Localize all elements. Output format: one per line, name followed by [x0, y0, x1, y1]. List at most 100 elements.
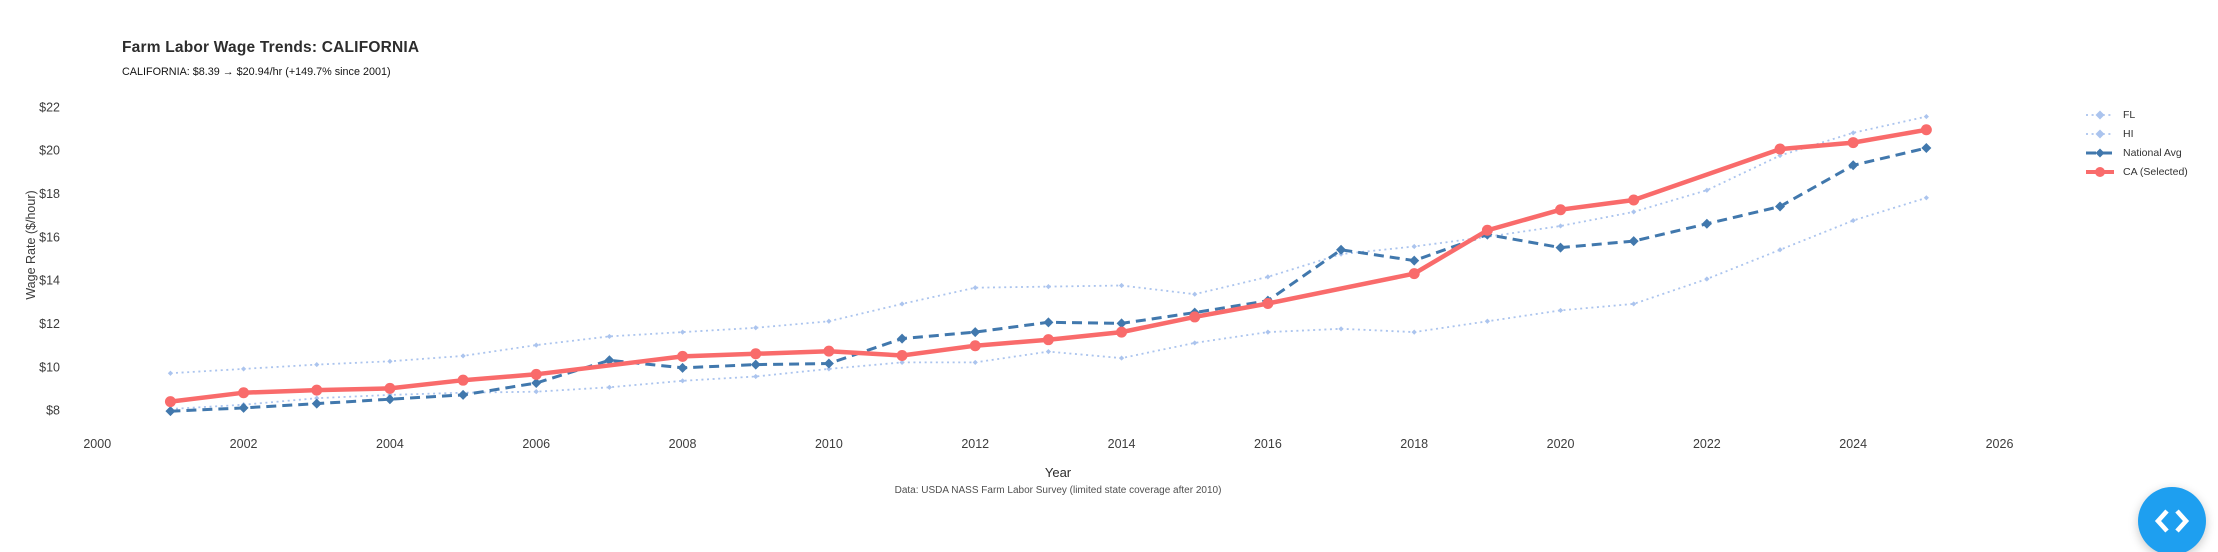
y-tick-label: $8: [46, 404, 60, 418]
data-point[interactable]: [1850, 130, 1856, 136]
data-point[interactable]: [238, 402, 249, 413]
data-point[interactable]: [1555, 242, 1566, 253]
data-point[interactable]: [314, 361, 320, 368]
data-point[interactable]: [899, 301, 905, 307]
data-point[interactable]: [1192, 291, 1198, 297]
data-point[interactable]: [679, 329, 686, 335]
data-point[interactable]: [311, 398, 322, 409]
data-point[interactable]: [314, 395, 320, 401]
legend-item-fl[interactable]: FL: [2085, 105, 2188, 124]
data-point[interactable]: [1265, 274, 1271, 280]
data-point[interactable]: [606, 384, 613, 390]
data-point[interactable]: [677, 350, 689, 362]
data-point[interactable]: [1118, 355, 1125, 361]
data-point[interactable]: [604, 355, 615, 366]
data-point[interactable]: [970, 327, 981, 338]
data-point[interactable]: [1118, 282, 1125, 289]
y-axis-label: Wage Rate ($/hour): [24, 190, 38, 300]
data-point[interactable]: [533, 389, 539, 395]
data-point[interactable]: [1701, 218, 1712, 229]
data-point[interactable]: [165, 406, 176, 417]
data-point[interactable]: [387, 358, 393, 364]
data-point[interactable]: [1850, 217, 1856, 224]
data-point[interactable]: [460, 353, 466, 359]
data-point[interactable]: [677, 362, 688, 373]
data-point[interactable]: [1408, 268, 1420, 280]
data-point[interactable]: [750, 359, 761, 370]
data-point[interactable]: [1557, 307, 1564, 314]
data-point[interactable]: [897, 333, 908, 344]
y-tick-label: $10: [39, 360, 60, 374]
data-point[interactable]: [823, 345, 835, 357]
data-point[interactable]: [1262, 298, 1274, 310]
data-point[interactable]: [823, 358, 834, 369]
data-point[interactable]: [1555, 204, 1567, 216]
data-point[interactable]: [1628, 194, 1640, 206]
data-point[interactable]: [826, 318, 832, 324]
data-point[interactable]: [1045, 284, 1051, 290]
data-point[interactable]: [1265, 329, 1271, 335]
data-point[interactable]: [1192, 340, 1198, 346]
data-point[interactable]: [457, 374, 469, 386]
data-point[interactable]: [1631, 301, 1637, 307]
data-point[interactable]: [1409, 255, 1420, 266]
data-point[interactable]: [1847, 137, 1859, 149]
data-point[interactable]: [164, 396, 176, 408]
y-tick-label: $22: [39, 100, 60, 114]
data-point[interactable]: [899, 359, 905, 366]
data-point[interactable]: [1774, 143, 1786, 155]
data-point[interactable]: [1045, 348, 1051, 355]
data-point[interactable]: [530, 368, 542, 380]
data-point[interactable]: [458, 389, 469, 400]
data-point[interactable]: [531, 377, 542, 388]
legend-item-ca-selected-[interactable]: CA (Selected): [2085, 162, 2188, 181]
data-point[interactable]: [972, 285, 978, 291]
x-tick-label: 2000: [83, 437, 111, 451]
legend-item-hi[interactable]: HI: [2085, 124, 2188, 143]
data-point[interactable]: [1777, 247, 1783, 253]
data-point[interactable]: [1923, 195, 1929, 201]
data-point[interactable]: [896, 349, 908, 361]
data-point[interactable]: [311, 384, 323, 396]
data-point[interactable]: [384, 382, 396, 394]
data-point[interactable]: [1411, 329, 1417, 335]
data-point[interactable]: [969, 340, 981, 352]
data-point[interactable]: [1336, 244, 1347, 255]
data-point[interactable]: [1411, 243, 1417, 250]
data-point[interactable]: [240, 366, 247, 372]
data-point[interactable]: [1557, 223, 1564, 229]
data-point[interactable]: [1481, 224, 1493, 236]
data-point[interactable]: [679, 378, 686, 384]
data-point[interactable]: [1775, 201, 1786, 212]
data-point[interactable]: [606, 333, 613, 340]
data-point[interactable]: [1628, 236, 1639, 247]
data-point[interactable]: [1848, 160, 1859, 171]
data-point[interactable]: [1704, 276, 1710, 282]
legend-item-national-avg[interactable]: National Avg: [2085, 143, 2188, 162]
data-point[interactable]: [753, 373, 759, 380]
data-point[interactable]: [1921, 142, 1932, 153]
data-point[interactable]: [1189, 311, 1201, 323]
y-tick-label: $12: [39, 317, 60, 331]
data-point[interactable]: [1920, 124, 1932, 136]
data-point[interactable]: [1704, 187, 1710, 193]
view-code-button[interactable]: [2138, 487, 2206, 552]
data-point[interactable]: [1116, 326, 1128, 338]
data-point[interactable]: [753, 325, 759, 331]
data-point[interactable]: [1923, 113, 1929, 120]
data-point[interactable]: [826, 366, 832, 372]
data-point[interactable]: [167, 370, 174, 376]
data-point[interactable]: [972, 359, 978, 366]
data-point[interactable]: [1631, 209, 1637, 215]
x-tick-label: 2004: [376, 437, 404, 451]
data-point[interactable]: [1484, 318, 1490, 324]
data-point[interactable]: [238, 387, 250, 399]
data-point[interactable]: [1338, 326, 1344, 332]
data-point[interactable]: [533, 342, 539, 348]
data-point[interactable]: [1042, 334, 1054, 346]
data-point[interactable]: [384, 394, 395, 405]
data-point[interactable]: [1043, 317, 1054, 328]
data-point[interactable]: [1116, 318, 1127, 329]
data-point[interactable]: [750, 348, 762, 360]
